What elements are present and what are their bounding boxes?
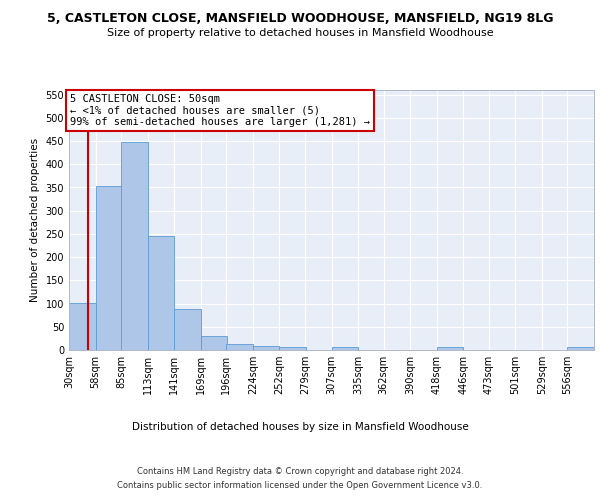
Bar bbox=[201, 336, 227, 350]
Bar bbox=[148, 236, 174, 350]
Text: Contains public sector information licensed under the Open Government Licence v3: Contains public sector information licen… bbox=[118, 481, 482, 490]
Bar bbox=[253, 346, 280, 350]
Bar bbox=[121, 142, 148, 350]
Text: Distribution of detached houses by size in Mansfield Woodhouse: Distribution of detached houses by size … bbox=[131, 422, 469, 432]
Y-axis label: Number of detached properties: Number of detached properties bbox=[30, 138, 40, 302]
Text: 5 CASTLETON CLOSE: 50sqm
← <1% of detached houses are smaller (5)
99% of semi-de: 5 CASTLETON CLOSE: 50sqm ← <1% of detach… bbox=[70, 94, 370, 127]
Bar bbox=[437, 347, 463, 350]
Bar bbox=[568, 347, 594, 350]
Bar bbox=[280, 347, 306, 350]
Bar bbox=[174, 309, 201, 350]
Bar bbox=[331, 347, 358, 350]
Text: Size of property relative to detached houses in Mansfield Woodhouse: Size of property relative to detached ho… bbox=[107, 28, 493, 38]
Text: 5, CASTLETON CLOSE, MANSFIELD WOODHOUSE, MANSFIELD, NG19 8LG: 5, CASTLETON CLOSE, MANSFIELD WOODHOUSE,… bbox=[47, 12, 553, 26]
Bar bbox=[69, 302, 95, 350]
Text: Contains HM Land Registry data © Crown copyright and database right 2024.: Contains HM Land Registry data © Crown c… bbox=[137, 468, 463, 476]
Bar bbox=[226, 344, 253, 350]
Bar bbox=[95, 186, 122, 350]
